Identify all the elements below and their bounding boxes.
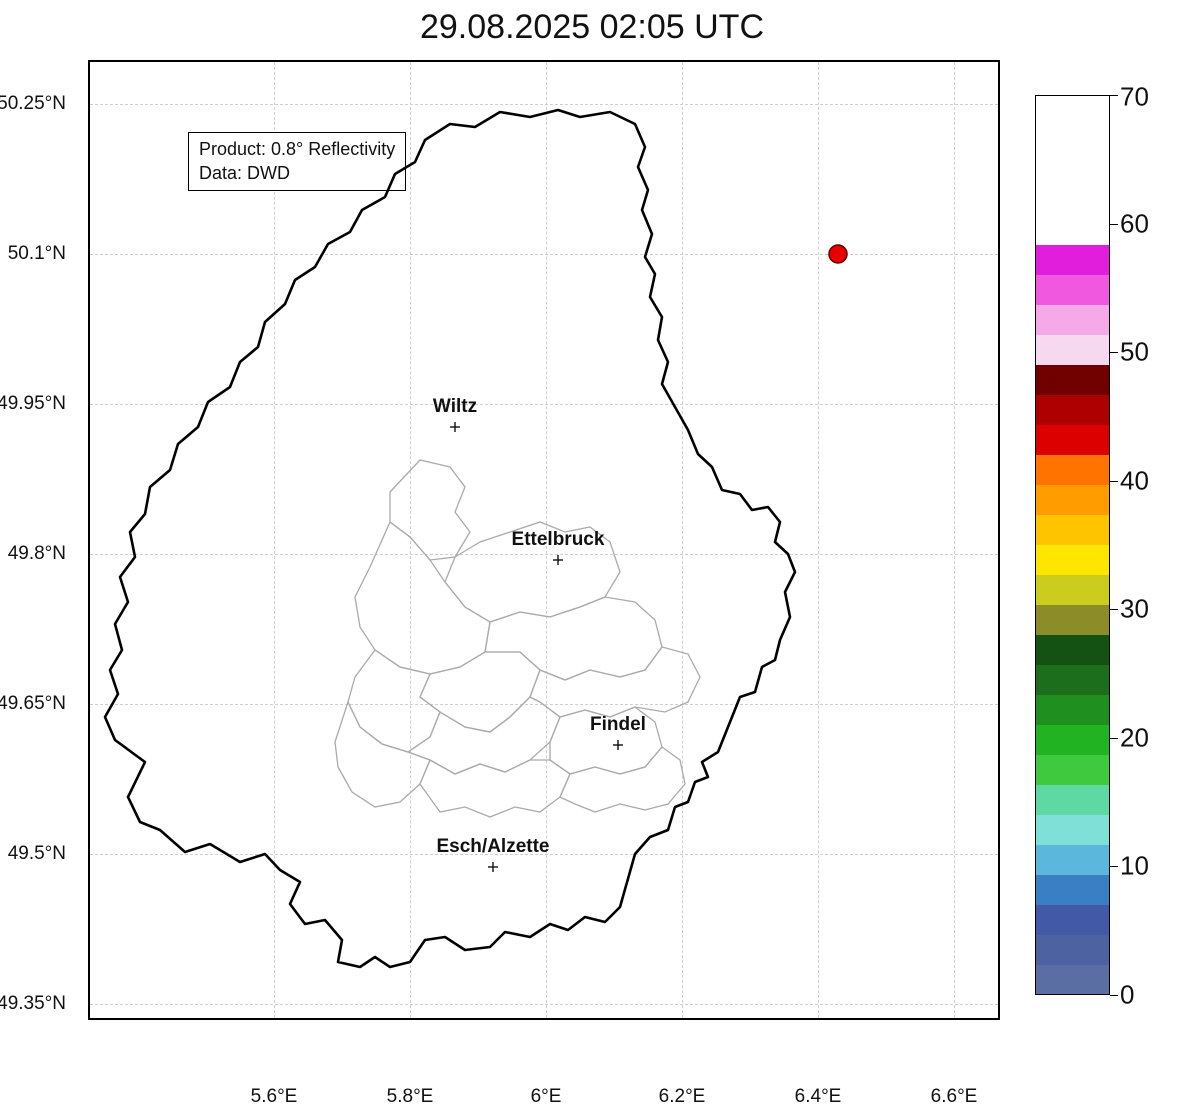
city-marker-ettelbruck xyxy=(553,555,563,565)
canton-border-redange xyxy=(355,522,490,674)
cb-ticklabel-60: 60 xyxy=(1120,209,1149,240)
page-title: 29.08.2025 02:05 UTC xyxy=(0,8,1184,47)
cb-seg-21 xyxy=(1035,335,1110,365)
cb-tickmark-50 xyxy=(1110,352,1118,353)
canton-border-wiltz xyxy=(390,460,470,560)
canton-border-capellen1 xyxy=(408,697,560,774)
cb-ticklabel-30: 30 xyxy=(1120,594,1149,625)
xtick-4: 6.4°E xyxy=(783,1086,853,1108)
cb-tickmark-10 xyxy=(1110,866,1118,867)
cb-seg-16 xyxy=(1035,485,1110,515)
cb-seg-0 xyxy=(1035,965,1110,995)
cb-seg-9 xyxy=(1035,695,1110,725)
city-label-ettelbruck: Ettelbruck xyxy=(512,529,605,550)
xtick-0: 5.6°E xyxy=(239,1086,309,1108)
cb-seg-18 xyxy=(1035,425,1110,455)
cb-ticklabel-0: 0 xyxy=(1120,980,1134,1011)
ytick-4: 49.65°N xyxy=(0,693,66,715)
cb-seg-23 xyxy=(1035,275,1110,305)
cb-seg-22 xyxy=(1035,305,1110,335)
cb-seg-1 xyxy=(1035,935,1110,965)
colorbar: 0 10 20 30 40 50 60 70 dBZ xyxy=(1035,95,1110,995)
canton-border-mersch2 xyxy=(348,650,440,752)
cb-tickmark-20 xyxy=(1110,738,1118,739)
cb-seg-14 xyxy=(1035,545,1110,575)
cb-seg-15 xyxy=(1035,515,1110,545)
xtick-3: 6.2°E xyxy=(647,1086,717,1108)
canton-border-remich xyxy=(560,747,685,812)
cb-seg-2 xyxy=(1035,905,1110,935)
cb-seg-24 xyxy=(1035,245,1110,275)
cb-seg-6 xyxy=(1035,785,1110,815)
cb-ticklabel-70: 70 xyxy=(1120,82,1149,113)
canton-border-grevenmacher xyxy=(530,647,700,717)
cb-seg-3 xyxy=(1035,875,1110,905)
cb-ticklabel-40: 40 xyxy=(1120,466,1149,497)
cb-tickmark-60 xyxy=(1110,224,1118,225)
canton-border-mersch1 xyxy=(420,652,540,732)
plot-area: 50.25°N 50.1°N 49.95°N 49.8°N 49.65°N 49… xyxy=(88,60,1000,1020)
xtick-5: 6.6°E xyxy=(919,1086,989,1108)
ytick-1: 50.1°N xyxy=(0,243,66,265)
cb-seg-8 xyxy=(1035,725,1110,755)
cb-tickmark-30 xyxy=(1110,609,1118,610)
xtick-1: 5.8°E xyxy=(375,1086,445,1108)
canton-border-capellen2 xyxy=(335,702,430,807)
cb-seg-19 xyxy=(1035,395,1110,425)
city-marker-wiltz xyxy=(450,422,460,432)
ytick-3: 49.8°N xyxy=(0,543,66,565)
ytick-2: 49.95°N xyxy=(0,393,66,415)
city-label-findel: Findel xyxy=(590,714,646,735)
city-label-esch-alzette: Esch/Alzette xyxy=(437,836,550,857)
city-label-wiltz: Wiltz xyxy=(433,396,477,417)
ytick-6: 49.35°N xyxy=(0,993,66,1015)
cb-ticklabel-50: 50 xyxy=(1120,337,1149,368)
cb-seg-12 xyxy=(1035,605,1110,635)
radar-map-window: 29.08.2025 02:05 UTC 50.25°N 50.1°N 49.9… xyxy=(0,0,1184,1081)
ytick-0: 50.25°N xyxy=(0,93,66,115)
cb-seg-20 xyxy=(1035,365,1110,395)
cb-tickmark-40 xyxy=(1110,481,1118,482)
canton-border-diekirch xyxy=(485,597,662,680)
city-marker-findel xyxy=(613,740,623,750)
city-marker-esch-alzette xyxy=(488,862,498,872)
luxembourg-map-svg: Wiltz Ettelbruck Findel Esch/Alzette xyxy=(90,62,1002,1022)
cb-ticklabel-20: 20 xyxy=(1120,723,1149,754)
cb-seg-7 xyxy=(1035,755,1110,785)
ytick-5: 49.5°N xyxy=(0,843,66,865)
cb-seg-17 xyxy=(1035,455,1110,485)
cb-tickmark-70 xyxy=(1110,95,1118,96)
cb-tickmark-0 xyxy=(1110,995,1118,996)
xtick-2: 6°E xyxy=(511,1086,581,1108)
canton-border-esch-sur-alzette xyxy=(420,760,570,817)
cb-seg-4 xyxy=(1035,845,1110,875)
cb-seg-10 xyxy=(1035,665,1110,695)
cb-seg-13 xyxy=(1035,575,1110,605)
cb-seg-5 xyxy=(1035,815,1110,845)
cb-seg-11 xyxy=(1035,635,1110,665)
cb-ticklabel-10: 10 xyxy=(1120,851,1149,882)
radar-data-point[interactable] xyxy=(829,245,847,263)
